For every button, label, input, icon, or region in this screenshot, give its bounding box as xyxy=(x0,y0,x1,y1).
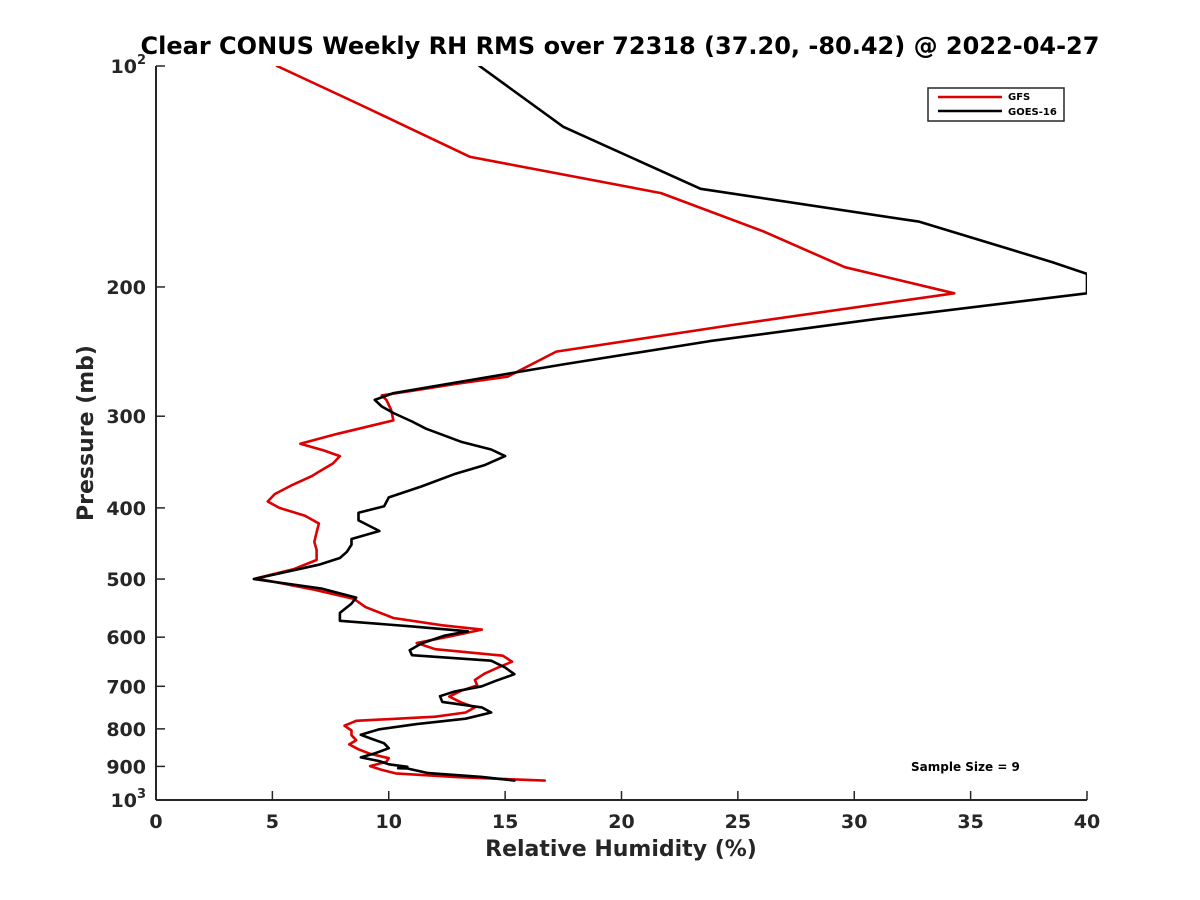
y-tick-label: 900 xyxy=(106,756,146,778)
y-ticks: 102 200 300 400 500 600 700 800 900 103 xyxy=(106,53,165,812)
legend: GFS GOES-16 xyxy=(927,87,1065,122)
y-tick-label: 200 xyxy=(106,277,146,299)
y-tick-label: 700 xyxy=(106,676,146,698)
y-tick-label: 400 xyxy=(106,498,146,520)
y-tick-label: 103 xyxy=(111,787,147,812)
series-line-goes-16 xyxy=(252,66,1087,782)
y-tick-label: 102 xyxy=(111,53,147,78)
x-tick-label: 20 xyxy=(608,811,634,833)
y-tick-label: 300 xyxy=(106,406,146,428)
plot-area xyxy=(155,66,1087,801)
x-axis-label: Relative Humidity (%) xyxy=(485,837,757,862)
x-tick-label: 30 xyxy=(841,811,867,833)
series-layer xyxy=(252,66,1087,782)
y-tick-label: 500 xyxy=(106,569,146,591)
x-tick-label: 35 xyxy=(957,811,983,833)
legend-box xyxy=(927,87,1065,122)
y-axis-label: Pressure (mb) xyxy=(74,345,99,521)
y-tick-label: 800 xyxy=(106,719,146,741)
x-tick-label: 15 xyxy=(492,811,518,833)
legend-label-goes-16: GOES-16 xyxy=(1008,107,1057,118)
legend-label-gfs: GFS xyxy=(1008,92,1030,103)
x-tick-label: 40 xyxy=(1074,811,1100,833)
x-tick-label: 5 xyxy=(266,811,279,833)
x-tick-label: 0 xyxy=(149,811,162,833)
x-tick-label: 25 xyxy=(725,811,751,833)
series-line-gfs xyxy=(254,66,956,782)
x-tick-label: 10 xyxy=(376,811,402,833)
y-tick-label: 600 xyxy=(106,627,146,649)
sample-size-annotation: Sample Size = 9 xyxy=(911,760,1020,774)
chart-title: Clear CONUS Weekly RH RMS over 72318 (37… xyxy=(141,32,1100,60)
x-ticks: 0 5 10 15 20 25 30 35 40 xyxy=(149,791,1100,833)
